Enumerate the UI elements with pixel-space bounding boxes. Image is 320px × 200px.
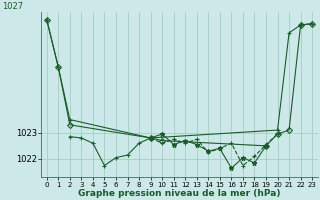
X-axis label: Graphe pression niveau de la mer (hPa): Graphe pression niveau de la mer (hPa): [78, 189, 281, 198]
Text: 1027: 1027: [2, 2, 23, 11]
